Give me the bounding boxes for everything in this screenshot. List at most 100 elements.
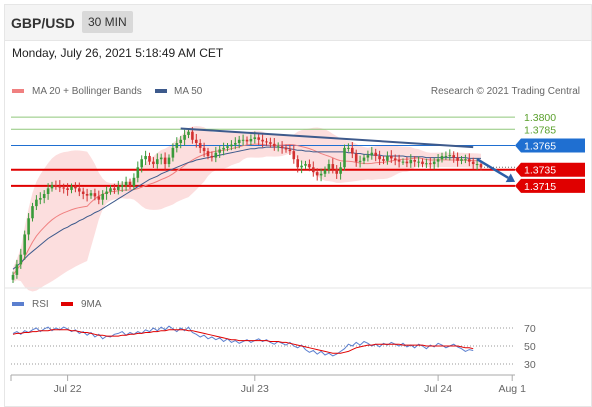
price-level-label-3: 1.3765 bbox=[524, 140, 556, 152]
candle bbox=[261, 134, 264, 148]
candle bbox=[214, 146, 218, 163]
candle bbox=[245, 136, 249, 145]
candle bbox=[386, 151, 389, 165]
candle bbox=[136, 161, 140, 183]
candle bbox=[27, 213, 30, 241]
candle bbox=[280, 141, 284, 154]
candle bbox=[452, 151, 455, 163]
candle bbox=[62, 183, 65, 194]
candle bbox=[300, 160, 303, 174]
candle bbox=[374, 148, 377, 162]
candle bbox=[315, 168, 319, 181]
candle bbox=[327, 159, 331, 174]
rsi-panel: 70 50 30 bbox=[11, 323, 536, 371]
candle bbox=[183, 129, 186, 146]
candle bbox=[167, 154, 171, 168]
symbol-label: GBP/USD bbox=[11, 15, 75, 31]
candle bbox=[152, 157, 155, 168]
candle bbox=[425, 158, 428, 168]
chart-datetime: Monday, July 26, 2021 5:18:49 AM CET bbox=[12, 46, 224, 60]
candle bbox=[81, 187, 85, 200]
x-tick-label-4: Aug 1 bbox=[498, 383, 526, 395]
price-level-label-2: 1.3785 bbox=[524, 124, 556, 136]
price-level-label-4: 1.3735 bbox=[524, 165, 556, 177]
candle bbox=[288, 144, 292, 156]
candle bbox=[46, 183, 50, 200]
legend-ma9-swatch bbox=[61, 302, 73, 306]
candle bbox=[448, 149, 452, 161]
candle bbox=[304, 160, 307, 169]
candle bbox=[273, 138, 276, 151]
candle bbox=[343, 144, 346, 171]
rsi-level-label-2: 50 bbox=[524, 341, 536, 353]
candle bbox=[444, 151, 448, 160]
bollinger-band-area bbox=[13, 125, 481, 292]
candle bbox=[89, 189, 93, 199]
trendline bbox=[180, 127, 474, 149]
candle bbox=[421, 158, 424, 168]
candle bbox=[413, 156, 416, 167]
legend-rsi-swatch bbox=[12, 302, 24, 306]
price-level-label-1: 1.3800 bbox=[524, 112, 556, 124]
candle bbox=[312, 161, 315, 177]
candle bbox=[265, 138, 268, 146]
candle bbox=[222, 142, 225, 156]
candle bbox=[39, 192, 42, 205]
candle bbox=[175, 137, 179, 153]
candle bbox=[97, 190, 101, 205]
candle bbox=[210, 151, 214, 162]
candles bbox=[11, 127, 483, 283]
legend-credit: Research © 2021 Trading Central bbox=[431, 86, 580, 97]
candle bbox=[85, 188, 89, 202]
candle bbox=[54, 180, 58, 190]
chart-canvas: MA 20 + Bollinger Bands MA 50 Research ©… bbox=[5, 86, 591, 395]
price-level-label-5: 1.3715 bbox=[524, 181, 556, 193]
candle bbox=[319, 168, 323, 182]
candle bbox=[50, 181, 54, 192]
candle bbox=[436, 154, 440, 168]
candle bbox=[354, 149, 358, 167]
candle bbox=[296, 155, 299, 173]
candle bbox=[440, 152, 444, 163]
candle bbox=[432, 157, 436, 170]
candle bbox=[163, 152, 167, 170]
candle bbox=[31, 202, 34, 222]
candle bbox=[198, 139, 202, 154]
legend-bollinger-swatch bbox=[12, 89, 24, 93]
candle bbox=[347, 143, 350, 152]
candle bbox=[284, 144, 288, 153]
candle bbox=[70, 183, 73, 194]
candle bbox=[74, 182, 77, 193]
candle bbox=[66, 183, 69, 196]
candle bbox=[269, 137, 272, 148]
candle bbox=[390, 150, 393, 163]
candle bbox=[249, 134, 253, 146]
rsi-level-label-3: 30 bbox=[524, 359, 536, 371]
candle bbox=[93, 188, 97, 201]
candle bbox=[475, 158, 479, 170]
candle bbox=[226, 143, 229, 152]
candle bbox=[366, 150, 370, 162]
candle bbox=[382, 155, 385, 165]
candle bbox=[456, 152, 459, 167]
candle bbox=[230, 140, 233, 151]
candle bbox=[241, 134, 245, 146]
rsi-ma9-line bbox=[12, 329, 474, 354]
chart-widget: GBP/USD 30 MIN Monday, July 26, 2021 5:1… bbox=[4, 4, 592, 407]
candle bbox=[23, 230, 26, 260]
candle bbox=[393, 154, 397, 166]
x-axis-ticks: Jul 22 Jul 23 Jul 24 Aug 1 bbox=[10, 375, 526, 395]
candle bbox=[78, 182, 81, 197]
candle bbox=[156, 153, 159, 169]
candle bbox=[187, 128, 190, 139]
candle bbox=[179, 135, 182, 149]
candle bbox=[124, 176, 128, 191]
projection-arrow bbox=[476, 158, 516, 183]
candle bbox=[113, 183, 116, 194]
candle bbox=[195, 133, 198, 148]
candle bbox=[42, 190, 46, 204]
candle bbox=[148, 152, 151, 165]
timeframe-button[interactable]: 30 MIN bbox=[82, 11, 133, 33]
candle bbox=[19, 248, 23, 269]
